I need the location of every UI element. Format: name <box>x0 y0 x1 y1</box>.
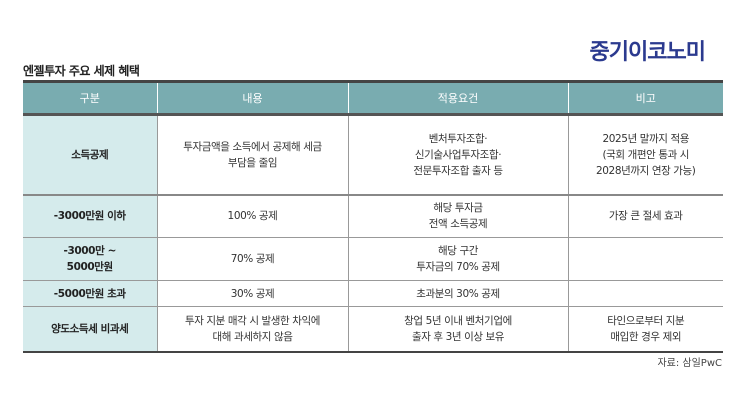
cell-line: 창업 5년 이내 벤처기업에 <box>404 314 512 327</box>
cell-line: 신기술사업투자조합· <box>414 148 502 161</box>
cell-line: 매입한 경우 제외 <box>610 330 682 343</box>
cell-line: -3000만원 이하 <box>53 210 126 223</box>
cell-line: -3000만 ~ <box>63 245 117 257</box>
cell-line: 2028년까지 연장 가능) <box>595 164 696 177</box>
table-cell <box>567 280 723 307</box>
cell-line: 30% 공제 <box>230 287 275 300</box>
cell-line: 타인으로부터 지분 <box>607 314 685 327</box>
table-cell <box>567 237 723 281</box>
cell-line: 전액 소득공제 <box>428 218 488 231</box>
table-cell: 30% 공제 <box>156 280 349 307</box>
cell-line: 5000만원 <box>66 261 114 273</box>
table-cell: 100% 공제 <box>156 194 349 238</box>
cell-line: 벤처투자조합· <box>428 132 488 145</box>
cell-line: 출자 후 3년 이상 보유 <box>411 330 505 343</box>
table-cell: 가장 큰 절세 효과 <box>567 194 723 238</box>
table-cell: -3000만원 이하 <box>23 194 158 238</box>
source-note: 자료: 삼일PwC <box>657 358 722 369</box>
table-cell: 벤처투자조합· 신기술사업투자조합· 전문투자조합 출자 등 <box>347 114 569 196</box>
header-cell: 적용요건 <box>347 81 569 116</box>
table-cell: 2025년 말까지 적용 (국회 개편안 통과 시 2028년까지 연장 가능) <box>567 114 723 196</box>
table-cell: -5000만원 초과 <box>23 280 158 307</box>
cell-line: 2025년 말까지 적용 <box>602 132 690 145</box>
header-cell: 내용 <box>156 81 349 116</box>
cell-line: 부담을 줄임 <box>227 156 278 169</box>
table-cell: 양도소득세 비과세 <box>23 306 158 352</box>
header-cell: 구분 <box>23 81 158 116</box>
header-row: 구분 내용 적용요건 비고 <box>23 81 723 116</box>
table-row: -5000만원 초과 30% 공제 초과분의 30% 공제 <box>23 280 723 307</box>
cell-line: 투자금액을 소득에서 공제해 세금 <box>183 140 322 153</box>
publisher-logo: 중기이코노미 <box>589 40 706 65</box>
table-cell: -3000만 ~ 5000만원 <box>23 237 158 281</box>
cell-line: 투자금의 70% 공제 <box>416 261 500 273</box>
cell-line: 투자 지분 매각 시 발생한 차익에 <box>184 314 321 327</box>
table-cell: 초과분의 30% 공제 <box>347 280 569 307</box>
cell-line: 해당 투자금 <box>433 202 483 215</box>
cell-line: 초과분의 30% 공제 <box>416 287 500 300</box>
table-row: 양도소득세 비과세 투자 지분 매각 시 발생한 차익에 대해 과세하지 않음 창업 … <box>23 306 723 352</box>
cell-line: 대해 과세하지 않음 <box>212 330 293 343</box>
cell-line: (국회 개편안 통과 시 <box>602 148 690 161</box>
table-cell: 소득공제 <box>23 114 158 196</box>
table-title: 엔젤투자 주요 세제 혜택 <box>23 64 140 78</box>
cell-line: 전문투자조합 출자 등 <box>413 164 503 177</box>
cell-line: 소득공제 <box>71 148 109 161</box>
table-cell: 70% 공제 <box>156 237 349 281</box>
cell-line: 가장 큰 절세 효과 <box>608 210 683 223</box>
cell-line: 양도소득세 비과세 <box>51 322 129 335</box>
cell-line: 70% 공제 <box>230 253 275 265</box>
cell-line: 100% 공제 <box>227 210 278 223</box>
cell-line: -5000만원 초과 <box>53 287 126 300</box>
cell-line: 해당 구간 <box>438 245 478 257</box>
header-cell: 비고 <box>567 81 723 116</box>
